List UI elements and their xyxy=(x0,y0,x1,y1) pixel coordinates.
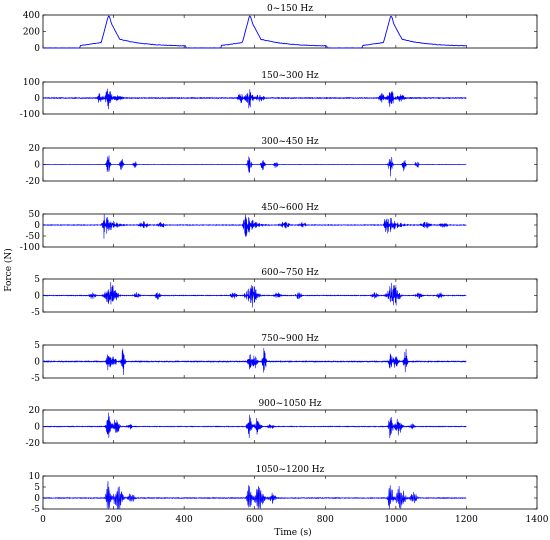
x-axis: 0 200 400 600 800 1000 1200 1400 xyxy=(40,515,549,525)
panel-6: 750~900 Hz -5 0 5 xyxy=(31,334,538,384)
series-line xyxy=(42,347,467,375)
panel-title: 300~450 Hz xyxy=(261,137,319,147)
panel-frame xyxy=(42,14,538,49)
y-tick-label: 100 xyxy=(23,78,40,88)
y-tick-label: 0 xyxy=(34,494,40,504)
x-tick-label: 1200 xyxy=(455,515,478,525)
panel-2: 150~300 Hz -100 0 100 xyxy=(20,71,538,120)
series-line xyxy=(42,480,467,510)
y-tick-label: 0 xyxy=(34,94,40,104)
y-tick-label: 5 xyxy=(34,275,40,285)
panel-1: 0~150 Hz 0 200 400 xyxy=(23,4,538,54)
y-tick-label: -20 xyxy=(26,439,41,449)
y-tick-label: 20 xyxy=(29,144,41,154)
y-tick-label: 20 xyxy=(29,406,41,416)
y-tick-label: 400 xyxy=(23,11,40,21)
y-tick-label: -100 xyxy=(20,110,40,120)
y-tick-label: -5 xyxy=(31,308,40,318)
x-tick-label: 200 xyxy=(105,515,122,525)
y-axis-label: Force (N) xyxy=(3,248,14,292)
series-line xyxy=(42,88,467,110)
y-tick-label: 5 xyxy=(34,483,40,493)
y-tick-label: 0 xyxy=(34,292,40,302)
panel-7: 900~1050 Hz -20 0 20 xyxy=(26,399,538,449)
panel-title: 900~1050 Hz xyxy=(258,399,321,409)
panel-title: 750~900 Hz xyxy=(261,334,319,344)
x-tick-label: 800 xyxy=(317,515,334,525)
x-tick-label: 1400 xyxy=(526,515,549,525)
y-tick-label: 0 xyxy=(34,423,40,433)
panel-frame xyxy=(42,475,538,510)
series-line xyxy=(42,412,467,439)
series-line xyxy=(42,213,467,239)
x-tick-label: 600 xyxy=(246,515,263,525)
panel-title: 600~750 Hz xyxy=(261,268,319,278)
y-tick-label: 0 xyxy=(34,44,40,54)
y-tick-label: 200 xyxy=(23,28,40,38)
y-tick-label: -5 xyxy=(31,505,40,515)
y-tick-label: 0 xyxy=(34,221,40,231)
panel-title: 150~300 Hz xyxy=(261,71,319,81)
x-tick-label: 1000 xyxy=(384,515,407,525)
panel-title: 450~600 Hz xyxy=(261,203,319,213)
panel-title: 1050~1200 Hz xyxy=(256,465,325,475)
panel-5: 600~750 Hz -5 0 5 xyxy=(31,268,538,318)
y-tick-label: 0 xyxy=(34,358,40,368)
y-tick-label: -20 xyxy=(26,177,41,187)
series-line xyxy=(42,281,467,308)
x-axis-label: Time (s) xyxy=(274,527,311,538)
y-tick-label: 50 xyxy=(29,210,41,220)
x-tick-label: 0 xyxy=(40,515,46,525)
y-tick-label: 5 xyxy=(34,341,40,351)
y-tick-label: -100 xyxy=(20,243,40,253)
y-tick-label: -5 xyxy=(31,374,40,384)
panel-3: 300~450 Hz -20 0 20 xyxy=(26,137,538,187)
y-tick-label: -50 xyxy=(26,232,41,242)
panel-frame xyxy=(42,213,538,248)
y-tick-label: 10 xyxy=(29,472,41,482)
x-tick-label: 400 xyxy=(176,515,193,525)
panel-title: 0~150 Hz xyxy=(267,4,313,14)
series-line xyxy=(42,155,467,177)
series-line xyxy=(42,15,467,49)
y-tick-label: 0 xyxy=(34,161,40,171)
